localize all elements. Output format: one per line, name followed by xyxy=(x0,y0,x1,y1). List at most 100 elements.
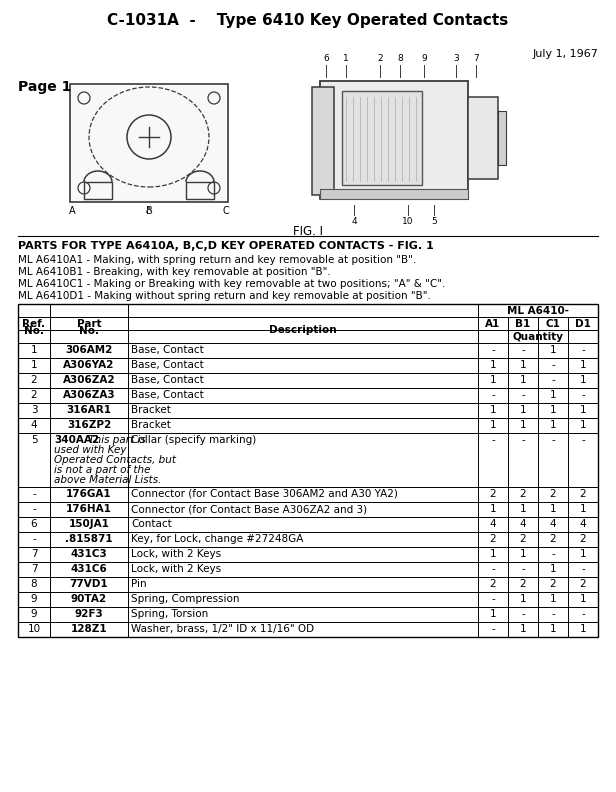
Text: D1: D1 xyxy=(575,319,591,329)
Text: 431C6: 431C6 xyxy=(71,564,107,574)
Text: 1: 1 xyxy=(580,549,586,559)
Text: 1: 1 xyxy=(490,405,496,415)
Text: 10: 10 xyxy=(402,217,414,226)
Text: 1: 1 xyxy=(490,549,496,559)
Text: 1: 1 xyxy=(343,54,349,63)
Text: 2: 2 xyxy=(520,489,526,499)
Text: -: - xyxy=(581,564,585,574)
Text: 1: 1 xyxy=(520,360,526,370)
Text: A1: A1 xyxy=(485,319,501,329)
Bar xyxy=(70,84,228,202)
Text: 90TA2: 90TA2 xyxy=(71,594,107,604)
Text: -: - xyxy=(491,435,495,445)
Text: 1: 1 xyxy=(580,360,586,370)
Text: 7: 7 xyxy=(473,54,479,63)
Text: 5: 5 xyxy=(431,217,437,226)
Text: -: - xyxy=(32,534,36,544)
Text: -: - xyxy=(581,435,585,445)
Text: -: - xyxy=(551,375,555,385)
Text: 2: 2 xyxy=(580,489,586,499)
Text: 1: 1 xyxy=(490,360,496,370)
Text: 7: 7 xyxy=(31,564,38,574)
Text: 1: 1 xyxy=(31,360,38,370)
Text: 2: 2 xyxy=(520,534,526,544)
Text: -: - xyxy=(551,360,555,370)
Text: 1: 1 xyxy=(520,420,526,430)
Text: C1: C1 xyxy=(546,319,561,329)
Text: -: - xyxy=(491,390,495,400)
Text: 1: 1 xyxy=(520,504,526,514)
Text: Bracket: Bracket xyxy=(131,420,171,430)
Text: 1: 1 xyxy=(549,420,556,430)
Text: 4: 4 xyxy=(520,519,526,529)
Text: 2: 2 xyxy=(377,54,383,63)
Text: 4: 4 xyxy=(580,519,586,529)
Text: 3: 3 xyxy=(453,54,459,63)
Text: This part is: This part is xyxy=(85,435,146,445)
Text: 1: 1 xyxy=(520,549,526,559)
Text: Washer, brass, 1/2" ID x 11/16" OD: Washer, brass, 1/2" ID x 11/16" OD xyxy=(131,624,314,634)
Text: ML A6410A1 - Making, with spring return and key removable at position "B".: ML A6410A1 - Making, with spring return … xyxy=(18,255,416,265)
Text: 176GA1: 176GA1 xyxy=(66,489,112,499)
Text: 6: 6 xyxy=(323,54,329,63)
Text: -: - xyxy=(581,390,585,400)
Text: -: - xyxy=(581,345,585,355)
Text: -: - xyxy=(581,609,585,619)
Text: 1: 1 xyxy=(580,624,586,634)
Text: 9: 9 xyxy=(31,594,38,604)
Text: Collar (specify marking): Collar (specify marking) xyxy=(131,435,256,445)
Text: 3: 3 xyxy=(31,405,38,415)
Text: 1: 1 xyxy=(31,345,38,355)
Text: 2: 2 xyxy=(549,579,556,589)
Text: 1: 1 xyxy=(549,405,556,415)
Text: 1: 1 xyxy=(520,594,526,604)
Text: 92F3: 92F3 xyxy=(75,609,103,619)
Text: 8: 8 xyxy=(31,579,38,589)
Bar xyxy=(498,111,506,165)
Text: 9: 9 xyxy=(421,54,427,63)
Text: 1: 1 xyxy=(520,624,526,634)
Text: 1: 1 xyxy=(549,345,556,355)
Text: Quantity: Quantity xyxy=(513,332,564,342)
Text: 1: 1 xyxy=(580,375,586,385)
Text: Lock, with 2 Keys: Lock, with 2 Keys xyxy=(131,549,221,559)
Text: 1: 1 xyxy=(490,609,496,619)
Text: 1: 1 xyxy=(549,624,556,634)
Text: 316ZP2: 316ZP2 xyxy=(67,420,111,430)
Text: -: - xyxy=(491,624,495,634)
Text: FIG. I: FIG. I xyxy=(293,225,323,238)
Text: C-1031A  -    Type 6410 Key Operated Contacts: C-1031A - Type 6410 Key Operated Contact… xyxy=(107,13,509,28)
Text: -: - xyxy=(521,609,525,619)
Text: No.: No. xyxy=(79,326,99,336)
Text: 1: 1 xyxy=(490,504,496,514)
Text: 2: 2 xyxy=(490,489,496,499)
Text: ML A6410D1 - Making without spring return and key removable at position "B".: ML A6410D1 - Making without spring retur… xyxy=(18,291,431,301)
Text: 1: 1 xyxy=(490,375,496,385)
Bar xyxy=(84,182,112,199)
Text: -: - xyxy=(32,489,36,499)
Text: Connector (for Contact Base 306AM2 and A30 YA2): Connector (for Contact Base 306AM2 and A… xyxy=(131,489,398,499)
Text: Connector (for Contact Base A306ZA2 and 3): Connector (for Contact Base A306ZA2 and … xyxy=(131,504,367,514)
Bar xyxy=(468,97,498,179)
Text: 176HA1: 176HA1 xyxy=(66,504,112,514)
Text: 2: 2 xyxy=(490,534,496,544)
Text: A306ZA3: A306ZA3 xyxy=(63,390,115,400)
Text: 77VD1: 77VD1 xyxy=(70,579,108,589)
Text: 4: 4 xyxy=(31,420,38,430)
Text: above Material Lists.: above Material Lists. xyxy=(54,475,161,485)
Text: 316AR1: 316AR1 xyxy=(67,405,111,415)
Text: Base, Contact: Base, Contact xyxy=(131,345,204,355)
Text: Spring, Compression: Spring, Compression xyxy=(131,594,240,604)
Text: 2: 2 xyxy=(580,534,586,544)
Text: Spring, Torsion: Spring, Torsion xyxy=(131,609,208,619)
Text: .815871: .815871 xyxy=(65,534,113,544)
Text: 10: 10 xyxy=(28,624,41,634)
Text: 9: 9 xyxy=(31,609,38,619)
Text: 2: 2 xyxy=(549,489,556,499)
Bar xyxy=(320,189,468,199)
Text: 7: 7 xyxy=(31,549,38,559)
Text: -: - xyxy=(491,564,495,574)
Text: Lock, with 2 Keys: Lock, with 2 Keys xyxy=(131,564,221,574)
Text: 2: 2 xyxy=(31,375,38,385)
Text: -: - xyxy=(551,549,555,559)
